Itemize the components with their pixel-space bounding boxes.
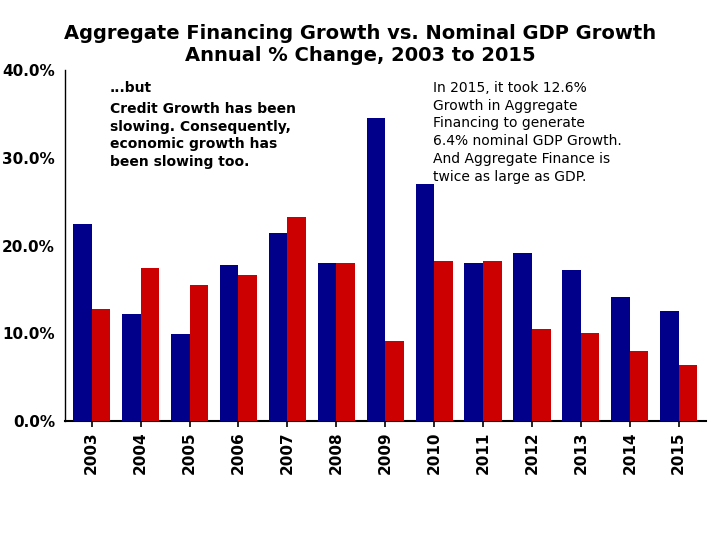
Bar — [679, 365, 697, 421]
Bar — [336, 263, 355, 421]
Text: Aggregate Financing Growth vs. Nominal GDP Growth: Aggregate Financing Growth vs. Nominal G… — [64, 24, 656, 43]
Bar — [532, 329, 551, 421]
Bar — [415, 184, 434, 421]
Bar — [513, 253, 532, 421]
Bar — [366, 118, 385, 421]
Bar — [238, 275, 257, 421]
Bar — [91, 309, 110, 421]
Bar — [630, 351, 649, 421]
Bar — [73, 224, 91, 421]
Text: Annual % Change, 2003 to 2015: Annual % Change, 2003 to 2015 — [185, 46, 535, 65]
Bar — [122, 314, 140, 421]
Bar — [385, 341, 404, 421]
Text: ...but: ...but — [109, 80, 152, 94]
Bar — [562, 271, 581, 421]
Bar — [464, 263, 483, 421]
Bar — [220, 265, 238, 421]
Bar — [660, 310, 679, 421]
Bar — [581, 333, 600, 421]
Bar — [611, 296, 630, 421]
Text: Credit Growth has been
slowing. Consequently,
economic growth has
been slowing t: Credit Growth has been slowing. Conseque… — [109, 102, 296, 170]
Bar — [483, 261, 502, 421]
Bar — [269, 233, 287, 421]
Bar — [140, 268, 159, 421]
Bar — [189, 285, 208, 421]
Text: In 2015, it took 12.6%
Growth in Aggregate
Financing to generate
6.4% nominal GD: In 2015, it took 12.6% Growth in Aggrega… — [433, 80, 622, 184]
Bar — [318, 263, 336, 421]
Bar — [287, 217, 306, 421]
Bar — [171, 334, 189, 421]
Bar — [434, 261, 453, 421]
